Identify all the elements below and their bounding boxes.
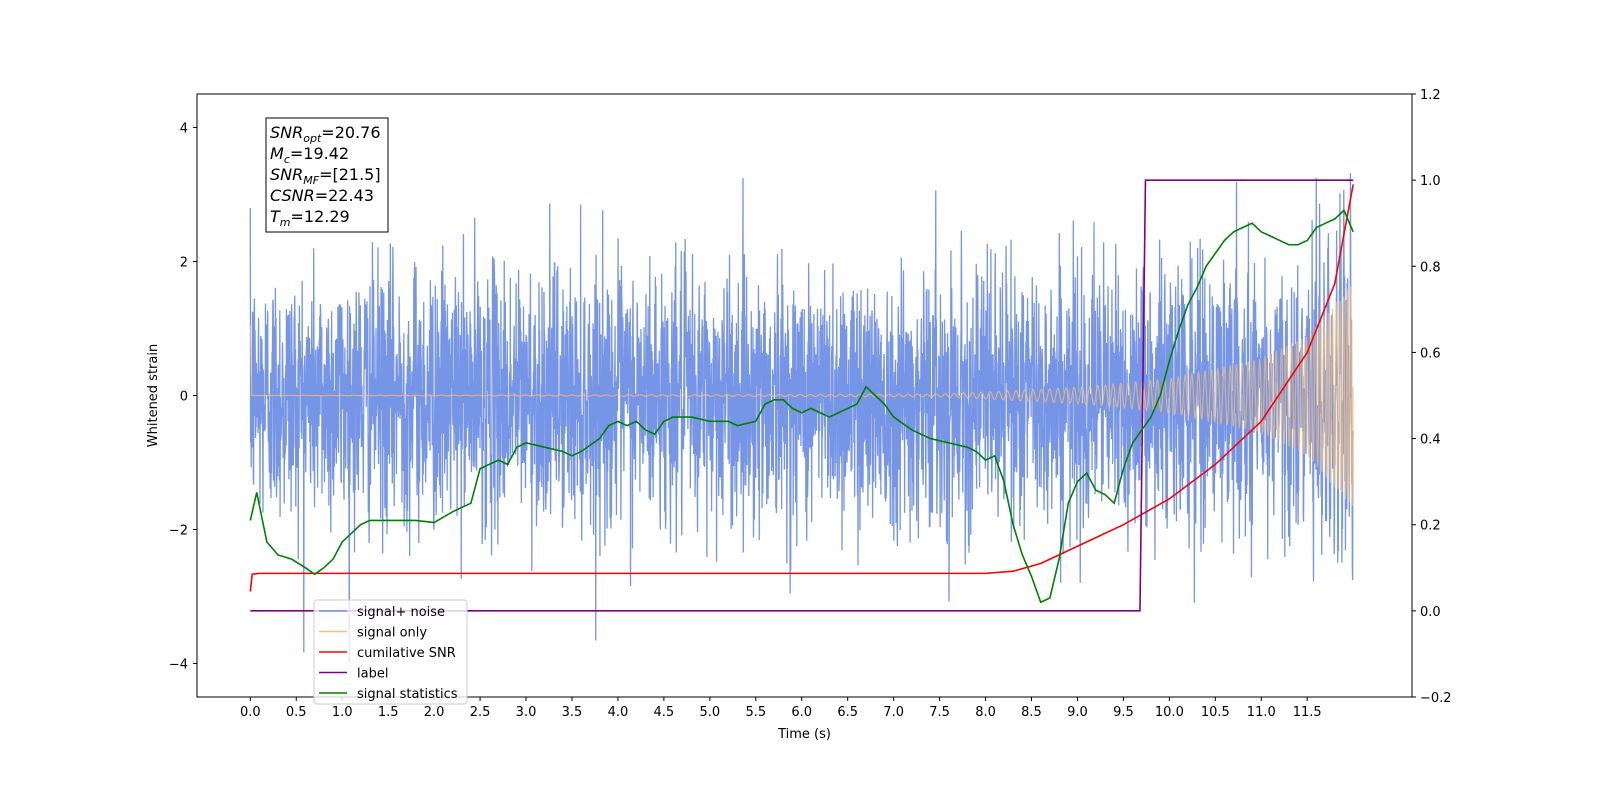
- y2-tick-label: 0.0: [1420, 605, 1441, 620]
- x-tick-label: 8.5: [1021, 705, 1042, 720]
- annotation-line: Mc=19.42: [270, 144, 349, 166]
- y2-tick-label: 0.6: [1420, 346, 1441, 361]
- x-tick-label: 5.0: [699, 705, 720, 720]
- series-label: [250, 179, 1354, 612]
- x-tick-label: 11.5: [1293, 705, 1322, 720]
- legend-frame: [313, 599, 468, 705]
- annotation-line: SNRMF=[21.5]: [270, 165, 381, 187]
- x-tick-label: 8.0: [975, 705, 996, 720]
- x-tick-label: 2.5: [470, 705, 491, 720]
- x-tick-label: 6.0: [791, 705, 812, 720]
- x-tick-label: 10.5: [1201, 705, 1230, 720]
- x-tick-label: 1.5: [378, 705, 399, 720]
- annotation-line: SNRopt=20.76: [270, 123, 381, 145]
- y2-tick-label: 0.8: [1420, 260, 1441, 275]
- axes: 0.0 0.5 1.0 1.5 2.0 2.5 3.0 3.5 4.0 4.5 5.0 5.5 6.0 6…: [146, 88, 1452, 742]
- x-tick-label: 7.0: [883, 705, 904, 720]
- y2-tick-label: 1.0: [1420, 174, 1441, 189]
- plot-area: [249, 173, 1354, 663]
- legend-entry: label: [357, 667, 388, 682]
- x-tick-label: 5.5: [745, 705, 766, 720]
- legend-entry: cumilative SNR: [357, 646, 456, 661]
- y-tick-label: −2: [169, 524, 188, 539]
- y2-tick-label: 0.2: [1420, 519, 1441, 534]
- annotation-box: SNRopt=20.76Mc=19.42SNRMF=[21.5]CSNR=22.…: [265, 117, 389, 233]
- y-tick-label: 2: [180, 256, 188, 271]
- y-tick-label: 0: [180, 390, 188, 405]
- y-tick-label: 4: [180, 122, 188, 137]
- x-tick-label: 0.5: [286, 705, 307, 720]
- y-axis-label: Whitened strain: [146, 344, 161, 447]
- x-tick-label: 11.0: [1247, 705, 1276, 720]
- x-tick-label: 4.5: [654, 705, 675, 720]
- y-tick-label: −4: [169, 658, 188, 673]
- annotation-line: Tm=12.29: [270, 207, 350, 229]
- x-tick-label: 9.5: [1113, 705, 1134, 720]
- legend-entry: signal+ noise: [357, 605, 445, 620]
- series-signal-only: [249, 286, 1354, 506]
- series-signal-noise: [249, 173, 1354, 663]
- series-signal-statistics: [249, 208, 1354, 604]
- x-tick-label: 9.0: [1067, 705, 1088, 720]
- y2-tick-label: 0.4: [1420, 433, 1441, 448]
- x-axis-label: Time (s): [777, 727, 831, 742]
- x-tick-label: 6.5: [837, 705, 858, 720]
- x-tick-label: 4.0: [608, 705, 629, 720]
- x-tick-label: 1.0: [332, 705, 353, 720]
- x-tick-label: 7.5: [929, 705, 950, 720]
- legend: signal+ noise signal only cumilative SNR la…: [313, 599, 468, 705]
- legend-entry: signal only: [357, 626, 427, 641]
- x-tick-label: 0.0: [240, 705, 261, 720]
- annotation-line: CSNR=22.43: [270, 186, 374, 205]
- x-tick-label: 3.0: [516, 705, 537, 720]
- y2-tick-label: −0.2: [1420, 691, 1452, 706]
- y2-tick-label: 1.2: [1420, 88, 1441, 103]
- x-tick-label: 3.5: [562, 705, 583, 720]
- x-tick-label: 10.0: [1155, 705, 1184, 720]
- x-tick-label: 2.0: [424, 705, 445, 720]
- legend-entry: signal statistics: [357, 687, 458, 702]
- annotation-frame: [265, 117, 389, 233]
